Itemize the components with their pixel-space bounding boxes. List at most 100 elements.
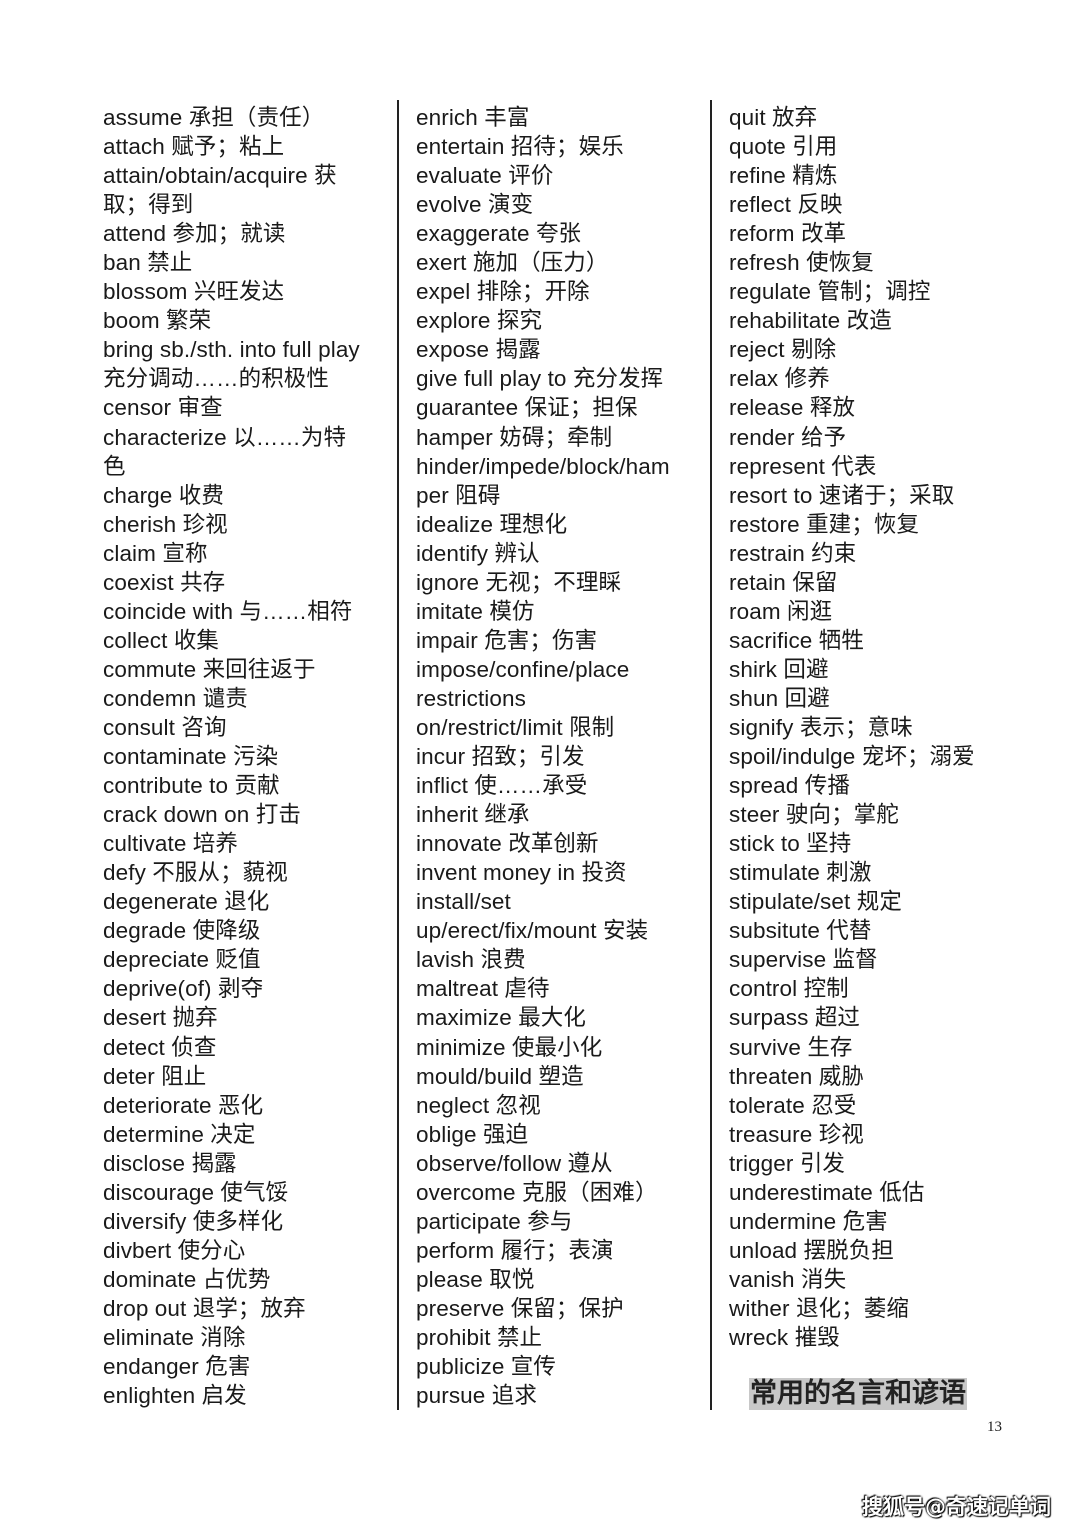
vocab-line: perform 履行；表演 [416,1237,614,1263]
vocab-line: undermine 危害 [729,1208,888,1234]
vocab-line: quote 引用 [729,134,838,160]
vocab-line: exaggerate 夸张 [416,221,582,247]
vocab-line: regulate 管制；调控 [729,279,931,305]
vocab-line: sacrifice 牺牲 [729,627,864,653]
vocab-line: quit 放弃 [729,105,818,130]
vocab-line: supervise 监督 [729,947,878,973]
vocab-line: refine 精炼 [729,163,838,189]
vocab-line: roam 闲逛 [729,598,833,624]
vocab-line: resort to 速诸于；采取 [729,482,955,508]
vocab-line: reject 剔除 [729,337,837,363]
vocab-line: drop out 退学；放弃 [103,1295,306,1321]
vocab-line: contaminate 污染 [103,744,279,770]
vocab-line: claim 宣称 [103,540,208,566]
vocab-line: invent money in 投资 [416,860,627,886]
vocab-line: eliminate 消除 [103,1324,246,1350]
vocab-line: hinder/impede/block/ham [416,453,670,479]
vocab-line: degrade 使降级 [103,918,261,944]
word-column-3: quit 放弃 quote 引用 refine 精炼 reflect 反映 reform… [729,103,1029,1352]
column-divider [710,100,712,1410]
vocab-line: underestimate 低估 [729,1179,925,1205]
vocab-line: give full play to 充分发挥 [416,366,664,392]
column-divider [397,100,399,1410]
vocab-line: restore 重建；恢复 [729,511,920,537]
vocab-line: tolerate 忍受 [729,1092,857,1118]
vocab-line: preserve 保留；保护 [416,1295,624,1321]
vocab-line: please 取悦 [416,1266,535,1292]
vocab-line: dominate 占优势 [103,1266,271,1292]
vocab-line: stick to 坚持 [729,831,852,857]
vocab-line: cultivate 培养 [103,831,238,857]
vocab-line: maltreat 虐待 [416,976,550,1002]
vocab-line: disclose 揭露 [103,1150,237,1176]
page-number: 13 [987,1419,1002,1435]
vocab-line: diversify 使多样化 [103,1208,284,1234]
vocab-line: rehabilitate 改造 [729,308,892,334]
vocab-line: stimulate 刺激 [729,860,872,886]
vocab-line: oblige 强迫 [416,1121,529,1147]
vocab-line: trigger 引发 [729,1150,846,1176]
vocab-line: determine 决定 [103,1121,256,1147]
vocab-line: stipulate/set 规定 [729,889,902,915]
vocab-line: reform 改革 [729,221,847,247]
section-heading: 常用的名言和谚语 [749,1378,967,1410]
vocab-line: impose/confine/place [416,656,630,682]
vocab-line: release 释放 [729,395,856,421]
vocab-line: boom 繁荣 [103,308,212,334]
vocab-line: evaluate 评价 [416,163,554,189]
vocab-line: maximize 最大化 [416,1005,586,1031]
vocab-line: ban 禁止 [103,250,193,276]
vocab-line: blossom 兴旺发达 [103,279,285,305]
vocab-line: attend 参加；就读 [103,221,286,247]
vocab-line: wither 退化；萎缩 [729,1295,909,1321]
vocab-line: subsitute 代替 [729,918,872,944]
vocab-line: signify 表示；意味 [729,714,913,740]
vocab-line: evolve 演变 [416,192,534,218]
vocab-line: discourage 使气馁 [103,1179,289,1205]
vocab-line: relax 修养 [729,366,830,392]
vocab-line: publicize 宣传 [416,1354,557,1380]
word-column-2: enrich 丰富 entertain 招待；娱乐 evaluate 评价 evolv… [416,103,716,1410]
vocab-line: refresh 使恢复 [729,250,874,276]
vocab-line: contribute to 贡献 [103,773,280,799]
vocab-line: detect 侦查 [103,1034,217,1060]
vocab-line: attain/obtain/acquire 获 [103,163,337,189]
vocab-line: 色 [103,453,126,479]
vocab-line: retain 保留 [729,569,838,595]
vocab-line: ignore 无视；不理睬 [416,569,622,595]
vocab-line: up/erect/fix/mount 安装 [416,918,649,944]
vocab-line: spread 传播 [729,773,850,799]
vocab-line: wreck 摧毁 [729,1324,840,1350]
vocab-line: identify 辨认 [416,540,540,566]
vocab-line: install/set [416,889,511,915]
vocab-line: degenerate 退化 [103,889,270,915]
vocab-line: 充分调动……的积极性 [103,366,330,392]
vocab-line: observe/follow 遵从 [416,1150,613,1176]
vocab-line: mould/build 塑造 [416,1063,584,1089]
vocab-line: deteriorate 恶化 [103,1092,264,1118]
vocab-line: deprive(of) 剥夺 [103,976,264,1002]
vocab-line: treasure 珍视 [729,1121,864,1147]
vocab-line: innovate 改革创新 [416,831,599,857]
vocab-line: represent 代表 [729,453,877,479]
vocab-line: reflect 反映 [729,192,843,218]
vocab-line: cherish 珍视 [103,511,228,537]
vocab-line: render 给予 [729,424,847,450]
vocab-line: control 控制 [729,976,849,1002]
vocab-line: enlighten 启发 [103,1383,247,1409]
vocab-line: incur 招致；引发 [416,744,585,770]
vocab-line: restrictions [416,685,526,711]
vocab-line: imitate 模仿 [416,598,535,624]
vocab-line: inflict 使……承受 [416,773,588,799]
vocab-line: charge 收费 [103,482,224,508]
vocab-line: explore 探究 [416,308,543,334]
word-column-1: assume 承担（责任） attach 赋予；粘上 attain/obtain/a… [103,103,403,1410]
vocab-line: steer 驶向；掌舵 [729,802,899,828]
vocab-line: desert 抛弃 [103,1005,218,1031]
vocab-line: guarantee 保证；担保 [416,395,638,421]
vocab-line: bring sb./sth. into full play [103,337,360,363]
vocab-line: deter 阻止 [103,1063,207,1089]
vocab-line: enrich 丰富 [416,105,530,130]
vocab-line: assume 承担（责任） [103,105,325,130]
vocab-line: idealize 理想化 [416,511,568,537]
